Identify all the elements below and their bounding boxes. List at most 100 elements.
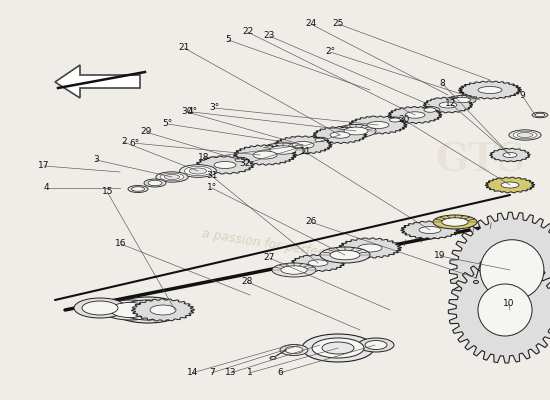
Text: 24: 24 (305, 20, 316, 28)
Text: 25: 25 (333, 20, 344, 28)
Text: 4: 4 (44, 184, 50, 192)
Ellipse shape (439, 102, 457, 108)
Ellipse shape (160, 173, 184, 181)
Text: 11: 11 (300, 148, 311, 156)
Text: 5°: 5° (163, 120, 173, 128)
Polygon shape (485, 177, 535, 193)
Ellipse shape (82, 301, 118, 315)
Ellipse shape (110, 302, 150, 318)
Ellipse shape (113, 297, 183, 323)
Polygon shape (234, 145, 296, 165)
Text: a passion for perfection: a passion for perfection (201, 227, 349, 263)
Ellipse shape (501, 182, 519, 188)
Text: 12: 12 (446, 100, 456, 108)
Text: 14: 14 (187, 368, 198, 377)
Text: 6: 6 (278, 368, 283, 377)
Text: 6°: 6° (130, 139, 140, 148)
Text: 3°: 3° (210, 104, 219, 112)
Ellipse shape (285, 346, 303, 354)
Text: 5: 5 (226, 36, 231, 44)
Ellipse shape (433, 215, 477, 229)
Ellipse shape (128, 186, 148, 192)
Ellipse shape (448, 96, 476, 104)
Ellipse shape (272, 263, 316, 277)
Polygon shape (313, 126, 367, 143)
Ellipse shape (184, 166, 212, 176)
Ellipse shape (419, 226, 441, 234)
Ellipse shape (189, 168, 207, 174)
Ellipse shape (150, 305, 176, 315)
Ellipse shape (478, 86, 502, 94)
Ellipse shape (261, 143, 305, 157)
Ellipse shape (503, 152, 517, 158)
Polygon shape (449, 212, 550, 328)
Text: 2°: 2° (325, 48, 335, 56)
Ellipse shape (148, 180, 162, 186)
Text: 1: 1 (248, 368, 253, 377)
Ellipse shape (336, 124, 376, 138)
Ellipse shape (144, 179, 166, 187)
Ellipse shape (424, 108, 436, 112)
Ellipse shape (367, 122, 389, 128)
Ellipse shape (74, 298, 126, 318)
Text: 30: 30 (182, 108, 192, 116)
Ellipse shape (358, 244, 382, 252)
Polygon shape (55, 65, 140, 98)
Ellipse shape (320, 247, 370, 263)
Ellipse shape (322, 342, 354, 354)
Text: 29: 29 (140, 128, 151, 136)
Polygon shape (490, 148, 530, 162)
Polygon shape (459, 81, 521, 99)
Polygon shape (196, 156, 254, 174)
Ellipse shape (474, 280, 478, 284)
Polygon shape (274, 136, 332, 154)
Ellipse shape (270, 356, 276, 360)
Polygon shape (448, 257, 550, 363)
Ellipse shape (292, 142, 314, 148)
Ellipse shape (509, 130, 541, 140)
Ellipse shape (280, 344, 308, 356)
Ellipse shape (344, 127, 368, 135)
Ellipse shape (308, 260, 328, 266)
Text: 10: 10 (503, 300, 514, 308)
Ellipse shape (442, 218, 468, 226)
Text: 20: 20 (399, 116, 410, 124)
Text: 17: 17 (39, 162, 50, 170)
Ellipse shape (315, 138, 325, 142)
Text: 28: 28 (242, 278, 253, 286)
Ellipse shape (478, 284, 532, 336)
Text: 7: 7 (209, 368, 214, 377)
Polygon shape (131, 299, 194, 321)
Ellipse shape (156, 172, 188, 182)
Polygon shape (349, 116, 407, 134)
Text: 9: 9 (520, 92, 525, 100)
Ellipse shape (302, 334, 374, 362)
Ellipse shape (513, 131, 537, 139)
Ellipse shape (420, 106, 440, 114)
Ellipse shape (535, 113, 545, 117)
Text: 13: 13 (226, 368, 236, 377)
Text: 15: 15 (102, 188, 113, 196)
Text: 18: 18 (198, 154, 209, 162)
Ellipse shape (232, 157, 248, 163)
Ellipse shape (164, 174, 180, 180)
Ellipse shape (386, 117, 404, 123)
Ellipse shape (102, 300, 157, 320)
Ellipse shape (235, 158, 245, 162)
Ellipse shape (214, 162, 236, 168)
Ellipse shape (532, 112, 548, 118)
Text: 3: 3 (94, 156, 99, 164)
Ellipse shape (365, 340, 387, 350)
Text: 1°: 1° (207, 184, 217, 192)
Ellipse shape (312, 338, 364, 358)
Ellipse shape (270, 146, 296, 154)
Text: 4°: 4° (188, 108, 197, 116)
Text: 16: 16 (116, 240, 127, 248)
Text: 22: 22 (242, 28, 253, 36)
Polygon shape (339, 238, 402, 258)
Polygon shape (291, 255, 345, 271)
Ellipse shape (480, 240, 544, 300)
Ellipse shape (120, 300, 175, 320)
Ellipse shape (518, 132, 533, 138)
Ellipse shape (405, 112, 425, 118)
